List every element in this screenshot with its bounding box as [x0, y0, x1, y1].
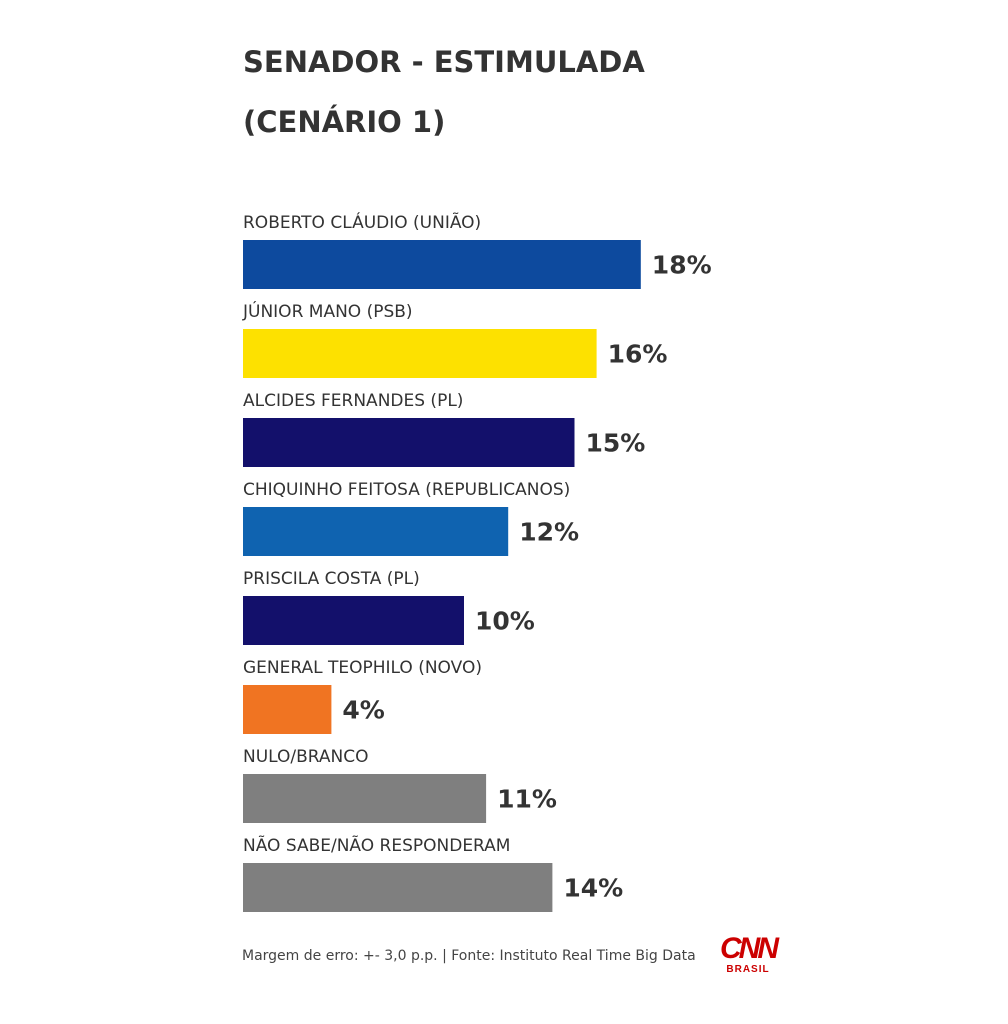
value-label: 10%: [475, 607, 535, 636]
chart-title: SENADOR - ESTIMULADA (CENÁRIO 1): [243, 45, 645, 139]
category-label: ROBERTO CLÁUDIO (UNIÃO): [243, 211, 481, 233]
bar: [243, 240, 641, 289]
bar: [243, 507, 509, 556]
logo-main-text: CNN: [720, 932, 779, 965]
bar: [243, 685, 332, 734]
value-label: 14%: [563, 874, 623, 903]
value-label: 16%: [608, 340, 668, 369]
category-label: GENERAL TEOPHILO (NOVO): [243, 658, 482, 678]
value-label: 18%: [652, 251, 712, 280]
value-label: 15%: [586, 429, 646, 458]
category-label: JÚNIOR MANO (PSB): [242, 300, 413, 322]
category-label: NULO/BRANCO: [243, 747, 369, 767]
category-label: PRISCILA COSTA (PL): [243, 569, 420, 589]
cnn-brasil-logo: CNN BRASIL: [716, 934, 780, 976]
bar: [243, 596, 464, 645]
bar: [243, 774, 487, 823]
bar: [243, 863, 553, 912]
value-label: 4%: [342, 696, 384, 725]
bar: [243, 329, 597, 378]
value-label: 12%: [519, 518, 579, 547]
source-note: Margem de erro: +- 3,0 p.p. | Fonte: Ins…: [242, 948, 696, 964]
category-label: NÃO SABE/NÃO RESPONDERAM: [243, 834, 510, 856]
category-label: ALCIDES FERNANDES (PL): [243, 391, 463, 411]
category-label: CHIQUINHO FEITOSA (REPUBLICANOS): [243, 480, 570, 500]
logo-sub-text: BRASIL: [726, 964, 770, 975]
value-label: 11%: [497, 785, 557, 814]
bar: [243, 418, 575, 467]
